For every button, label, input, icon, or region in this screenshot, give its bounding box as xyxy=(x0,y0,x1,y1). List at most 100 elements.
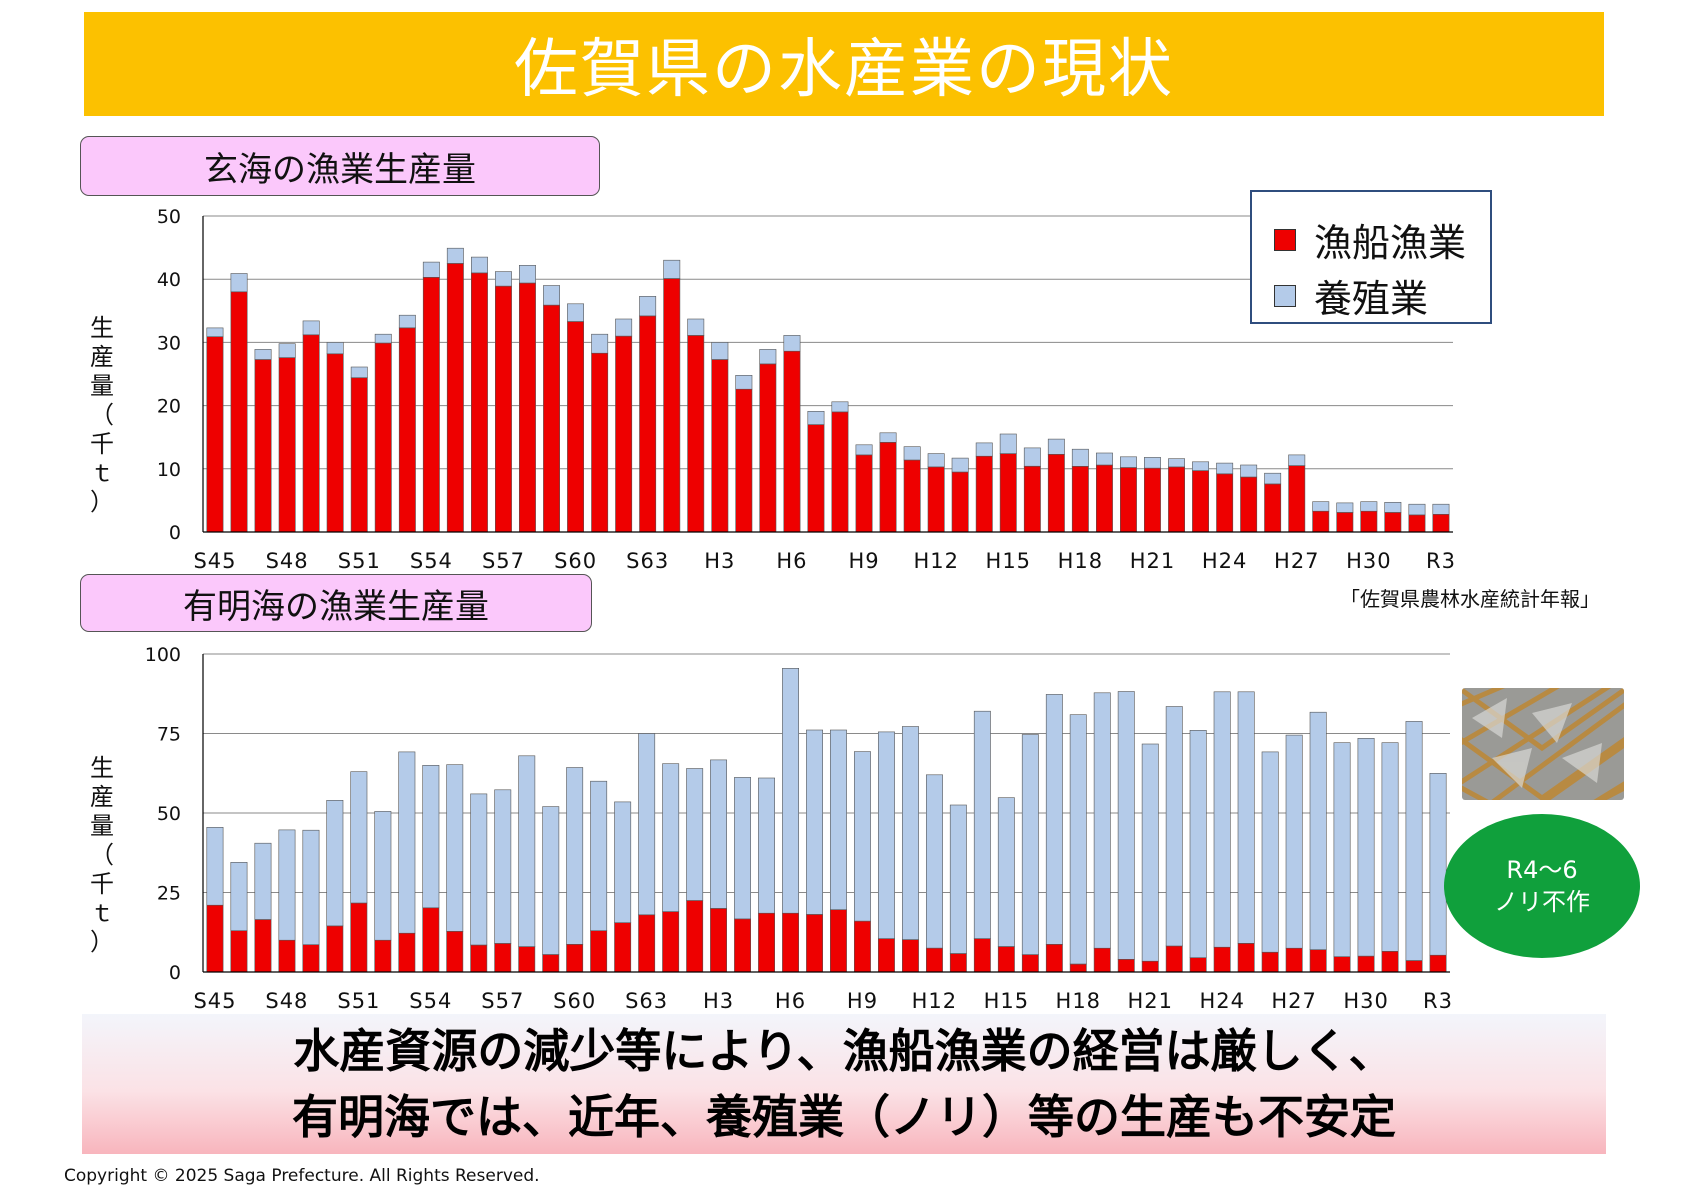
bar-fishing xyxy=(614,922,632,973)
genkai-chart-title-text: 玄海の漁業生産量 xyxy=(204,149,476,190)
bar-stack xyxy=(1069,714,1087,973)
bar-fishing xyxy=(1045,943,1063,973)
bar-stack xyxy=(422,261,440,533)
bar-stack xyxy=(1309,711,1327,973)
bar-aquaculture xyxy=(470,793,488,946)
bar-stack xyxy=(1213,691,1231,973)
x-tick-label: R3 xyxy=(1426,549,1456,573)
x-tick-label: H18 xyxy=(1056,989,1102,1013)
bar-aquaculture xyxy=(663,259,681,279)
bar-aquaculture xyxy=(759,349,777,365)
bar-stack xyxy=(1264,472,1282,533)
bar-stack xyxy=(949,804,967,973)
bar-fishing xyxy=(422,907,440,973)
bar-fishing xyxy=(1357,955,1375,973)
bar-fishing xyxy=(470,272,488,533)
bar-stack xyxy=(1261,751,1279,973)
bar-fishing xyxy=(422,277,440,533)
x-tick-label: S60 xyxy=(554,549,597,573)
bar-aquaculture xyxy=(901,726,919,940)
ariake-chart-title-text: 有明海の漁業生産量 xyxy=(183,586,489,627)
bar-fishing xyxy=(374,939,392,973)
bar-stack xyxy=(398,751,416,973)
bar-aquaculture xyxy=(997,797,1015,947)
bar-stack xyxy=(326,342,344,533)
bar-stack xyxy=(615,318,633,533)
bar-aquaculture xyxy=(1240,464,1258,478)
bar-stack xyxy=(1240,464,1258,533)
bar-stack xyxy=(855,444,873,533)
bar-aquaculture xyxy=(206,327,224,337)
bar-aquaculture xyxy=(1261,751,1279,953)
bar-aquaculture xyxy=(1333,742,1351,957)
bar-aquaculture xyxy=(951,457,969,473)
bar-aquaculture xyxy=(973,710,991,939)
bar-aquaculture xyxy=(782,667,800,914)
badge-line-1: R4～6 xyxy=(1506,856,1578,884)
bar-stack xyxy=(1096,452,1113,533)
bar-aquaculture xyxy=(230,273,248,293)
bar-stack xyxy=(1189,730,1207,973)
bar-fishing xyxy=(446,930,464,973)
bar-fishing xyxy=(1336,512,1354,533)
bar-fishing xyxy=(710,908,728,973)
bar-aquaculture xyxy=(518,755,536,947)
bar-aquaculture xyxy=(326,342,344,355)
bar-fishing xyxy=(687,335,705,533)
bar-aquaculture xyxy=(254,842,272,920)
x-tick-label: S45 xyxy=(193,549,236,573)
bar-stack xyxy=(903,446,921,533)
ariake-chart-title: 有明海の漁業生産量 xyxy=(80,574,592,632)
x-tick-label: S48 xyxy=(265,989,308,1013)
y-axis-label: 生産量（千ｔ） xyxy=(90,314,114,516)
bar-aquaculture xyxy=(446,247,464,264)
nori-net-photo xyxy=(1462,688,1624,800)
bar-aquaculture xyxy=(999,433,1017,454)
bar-fishing xyxy=(1189,957,1207,973)
x-tick-label: H27 xyxy=(1274,549,1320,573)
bar-aquaculture xyxy=(829,729,847,910)
bar-fishing xyxy=(638,914,656,973)
bar-stack xyxy=(278,829,296,973)
x-tick-label: H9 xyxy=(849,549,880,573)
bar-stack xyxy=(1023,447,1041,533)
bar-stack xyxy=(1312,501,1330,533)
bar-fishing xyxy=(1333,956,1351,973)
bar-aquaculture xyxy=(1432,503,1450,515)
bar-stack xyxy=(687,318,705,533)
bar-aquaculture xyxy=(302,829,320,945)
legend-item-aquaculture: 養殖業 xyxy=(1274,268,1428,323)
bar-stack xyxy=(350,366,368,533)
bar-stack xyxy=(302,829,320,973)
bar-fishing xyxy=(1264,483,1282,533)
bar-fishing xyxy=(831,411,849,533)
x-tick-label: S57 xyxy=(481,989,524,1013)
bar-fishing xyxy=(230,930,248,973)
bar-aquaculture xyxy=(1357,738,1375,957)
bar-fishing xyxy=(254,919,272,973)
bar-fishing xyxy=(662,911,680,973)
x-tick-label: H12 xyxy=(912,989,958,1013)
bar-aquaculture xyxy=(590,780,608,931)
bar-fishing xyxy=(446,263,464,533)
x-tick-label: S51 xyxy=(337,989,380,1013)
bar-fishing xyxy=(1240,476,1258,533)
bar-stack xyxy=(1071,448,1089,533)
bar-fishing xyxy=(494,943,512,973)
bar-stack xyxy=(663,259,681,533)
bar-aquaculture xyxy=(494,789,512,944)
bar-fishing xyxy=(1069,963,1087,973)
bar-fishing xyxy=(1120,467,1137,533)
bar-fishing xyxy=(1117,958,1135,973)
bar-aquaculture xyxy=(1336,502,1354,513)
bar-aquaculture xyxy=(1264,472,1282,485)
bar-fishing xyxy=(1237,943,1255,973)
bar-stack xyxy=(853,751,871,973)
bar-stack xyxy=(1432,503,1450,533)
bar-aquaculture xyxy=(591,333,609,354)
bar-aquaculture xyxy=(278,829,296,941)
bar-fishing xyxy=(1192,470,1210,533)
conclusion-line-2: 有明海では、近年、養殖業（ノリ）等の生産も不安定 xyxy=(292,1090,1396,1144)
x-tick-label: H21 xyxy=(1127,989,1173,1013)
x-tick-label: S51 xyxy=(338,549,381,573)
